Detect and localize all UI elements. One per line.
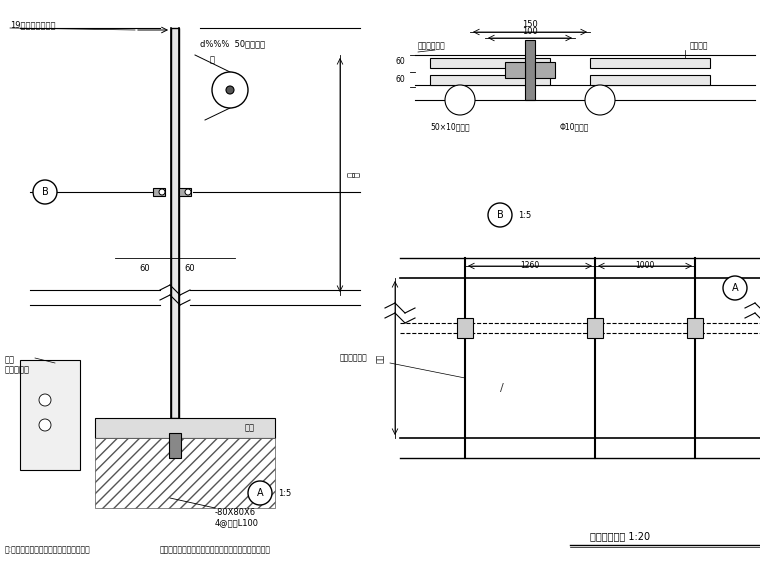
- Text: 60: 60: [395, 76, 405, 85]
- Text: 透明钢化玻璃: 透明钢化玻璃: [418, 41, 446, 50]
- Text: 100: 100: [522, 27, 538, 36]
- Bar: [505, 62, 525, 78]
- Text: Φ10不锈钢: Φ10不锈钢: [560, 122, 589, 131]
- Circle shape: [33, 180, 57, 204]
- Text: 60: 60: [140, 264, 150, 273]
- Text: 铝板、玻璃栏板的规格型材与其特殊详见厂商技术要求: 铝板、玻璃栏板的规格型材与其特殊详见厂商技术要求: [160, 545, 271, 554]
- Bar: [95, 418, 275, 438]
- Text: A: A: [732, 283, 738, 293]
- Text: 栏高: 栏高: [376, 353, 385, 362]
- Bar: [687, 318, 703, 338]
- Text: 教徒衬垫: 教徒衬垫: [690, 41, 708, 50]
- Circle shape: [248, 481, 272, 505]
- Bar: [20, 360, 80, 470]
- Bar: [590, 75, 710, 85]
- Text: 1:5: 1:5: [278, 488, 291, 498]
- Circle shape: [212, 72, 248, 108]
- Text: 1000: 1000: [635, 261, 654, 270]
- Bar: [171, 28, 179, 418]
- Text: 1260: 1260: [521, 261, 540, 270]
- Bar: [430, 58, 550, 68]
- Text: -80X80X6: -80X80X6: [215, 508, 256, 517]
- Bar: [430, 75, 550, 85]
- Bar: [179, 188, 191, 196]
- Text: A: A: [257, 488, 263, 498]
- Text: 1:5: 1:5: [518, 211, 531, 219]
- Text: 圆: 圆: [210, 55, 215, 64]
- Text: 玻璃栏杆立面 1:20: 玻璃栏杆立面 1:20: [590, 531, 650, 541]
- Text: /: /: [500, 383, 504, 393]
- Text: 60: 60: [395, 57, 405, 66]
- Bar: [587, 318, 603, 338]
- Bar: [590, 58, 710, 68]
- Text: d%%%  50不锈钢管: d%%% 50不锈钢管: [200, 39, 265, 48]
- Bar: [153, 188, 165, 196]
- Text: 面板
二次装修层: 面板 二次装修层: [5, 355, 30, 374]
- Circle shape: [585, 85, 615, 115]
- Circle shape: [159, 189, 165, 195]
- Text: 50×10不锈钢: 50×10不锈钢: [430, 122, 470, 131]
- Text: 注:铝板、玻璃栏板的厚度最终由厂商决定: 注:铝板、玻璃栏板的厚度最终由厂商决定: [5, 545, 90, 554]
- Bar: [535, 62, 555, 78]
- Circle shape: [39, 419, 51, 431]
- Text: 60: 60: [185, 264, 195, 273]
- Bar: [169, 433, 181, 458]
- Circle shape: [226, 86, 234, 94]
- Text: 高: 高: [350, 173, 359, 177]
- Circle shape: [723, 276, 747, 300]
- Circle shape: [488, 203, 512, 227]
- Text: B: B: [496, 210, 503, 220]
- Text: 4@锚栓L100: 4@锚栓L100: [215, 518, 259, 527]
- Text: 透明钢化玻璃: 透明钢化玻璃: [340, 353, 368, 362]
- Text: 石材: 石材: [245, 423, 255, 432]
- Circle shape: [445, 85, 475, 115]
- Circle shape: [185, 189, 191, 195]
- Bar: [457, 318, 473, 338]
- Circle shape: [39, 394, 51, 406]
- Bar: [525, 40, 535, 100]
- Bar: [95, 438, 275, 508]
- Text: 栏: 栏: [345, 173, 354, 177]
- Text: 150: 150: [522, 20, 538, 29]
- Text: B: B: [42, 187, 49, 197]
- Text: 19厚透明钢化玻璃: 19厚透明钢化玻璃: [10, 20, 55, 30]
